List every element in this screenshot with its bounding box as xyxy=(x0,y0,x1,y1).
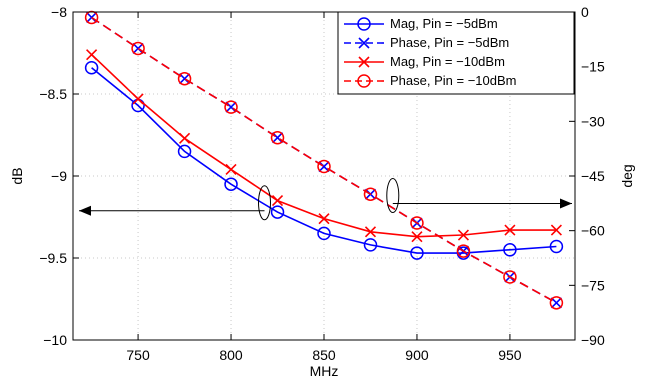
data-point xyxy=(132,42,144,55)
data-point xyxy=(503,243,517,257)
data-point xyxy=(225,163,237,176)
data-point xyxy=(363,187,378,201)
data-point xyxy=(504,224,516,236)
legend-box xyxy=(337,11,575,95)
data-point xyxy=(84,61,99,75)
data-point xyxy=(550,224,562,236)
legend-swatch-marker xyxy=(358,37,370,49)
data-point xyxy=(410,216,424,230)
x-tick-label: 900 xyxy=(405,347,429,363)
data-point xyxy=(317,159,331,174)
annotation-arrowhead xyxy=(560,198,572,209)
data-point xyxy=(456,244,471,258)
data-point xyxy=(224,100,238,114)
right-y-tick-label: −45 xyxy=(581,168,605,184)
data-point xyxy=(177,71,192,86)
data-point xyxy=(317,226,331,241)
legend-label: Mag, Pin = −10dBm xyxy=(390,54,505,69)
left-y-tick-label: −9.5 xyxy=(39,250,67,266)
x-tick-label: 800 xyxy=(219,347,243,363)
data-point xyxy=(178,132,191,144)
data-point xyxy=(410,246,424,260)
x-tick-label: 950 xyxy=(498,347,522,363)
data-point xyxy=(270,205,285,219)
annotations xyxy=(79,178,572,221)
annotation-ellipse xyxy=(258,185,272,221)
data-point xyxy=(457,229,470,241)
series-line xyxy=(91,67,557,254)
legend-swatch-marker xyxy=(357,74,371,88)
data-point xyxy=(224,177,238,191)
data-point xyxy=(271,195,284,207)
data-point xyxy=(271,132,284,144)
right-y-tick-label: −30 xyxy=(581,113,605,129)
ticks: 750 800 850 900 950 −8 −8.5 −9 −9.5 −10 0 −15 −30 −45… xyxy=(39,4,605,363)
data-point xyxy=(318,213,330,225)
legend-item: Mag, Pin = −10dBm xyxy=(344,54,505,69)
grid xyxy=(73,12,575,340)
left-y-tick-label: −10 xyxy=(43,332,67,348)
data-point xyxy=(503,270,517,284)
left-y-tick-label: −9 xyxy=(51,168,67,184)
left-y-tick-label: −8.5 xyxy=(39,86,67,102)
series-2 xyxy=(86,49,562,243)
right-y-tick-label: −75 xyxy=(581,277,605,293)
data-point xyxy=(549,239,564,254)
data-point xyxy=(132,93,144,105)
legend-label: Phase, Pin = −10dBm xyxy=(390,73,516,88)
data-point xyxy=(364,226,377,238)
legend-swatch-marker xyxy=(357,17,371,31)
left-y-tick-label: −8 xyxy=(51,4,67,20)
annotation-ellipse xyxy=(386,178,400,214)
annotation-arrowhead xyxy=(79,205,91,216)
x-tick-label: 750 xyxy=(126,347,150,363)
legend-swatch-marker xyxy=(358,56,370,68)
data-point xyxy=(84,10,99,25)
data-point xyxy=(131,41,145,56)
left-y-axis-label: dB xyxy=(9,167,25,184)
x-tick-label: 850 xyxy=(312,347,336,363)
right-y-axis-label: deg xyxy=(619,164,635,187)
series-line xyxy=(91,16,557,304)
data-point xyxy=(270,130,285,145)
annotation-arrow xyxy=(386,178,572,214)
data-point xyxy=(225,101,237,113)
legend: Mag, Pin = −5dBm Phase, Pin = −5dBm Mag, P… xyxy=(337,11,575,95)
legend-item: Phase, Pin = −5dBm xyxy=(344,35,509,50)
data-point xyxy=(549,296,564,310)
annotation-arrow xyxy=(79,185,272,221)
data-point xyxy=(178,73,191,85)
right-y-tick-label: −90 xyxy=(581,332,605,348)
data-point xyxy=(318,160,330,173)
x-axis-label: MHz xyxy=(310,363,339,379)
series-3 xyxy=(84,10,564,310)
legend-item: Phase, Pin = −10dBm xyxy=(344,73,516,88)
right-y-tick-label: −60 xyxy=(581,223,605,239)
legend-label: Phase, Pin = −5dBm xyxy=(390,35,509,50)
series-group xyxy=(84,10,564,310)
legend-item: Mag, Pin = −5dBm xyxy=(344,16,498,31)
data-point xyxy=(86,49,98,61)
data-point xyxy=(411,231,423,243)
right-y-tick-label: 0 xyxy=(581,4,589,20)
data-point xyxy=(550,297,562,309)
data-point xyxy=(177,144,192,159)
right-y-tick-label: −15 xyxy=(581,59,605,75)
data-point xyxy=(86,11,98,24)
legend-label: Mag, Pin = −5dBm xyxy=(390,16,498,31)
data-point xyxy=(363,238,378,252)
